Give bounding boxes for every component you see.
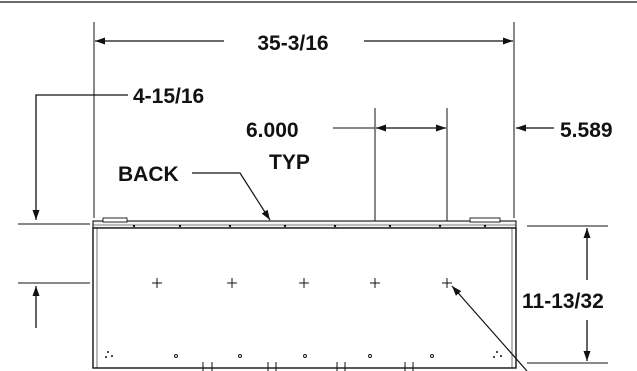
main-box <box>92 227 517 369</box>
left-tab <box>102 217 128 223</box>
back-label: BACK <box>118 163 179 186</box>
overall-width-dimension: 35-3/16 <box>93 22 515 218</box>
crosshair-marker <box>442 278 452 288</box>
crosshair-markers <box>152 278 452 288</box>
back-offset-label: 4-15/16 <box>133 85 204 108</box>
back-offset-dimension: 4-15/16 <box>18 85 204 328</box>
back-leader <box>192 172 271 221</box>
bottom-right-leader <box>451 285 528 371</box>
right-tab <box>469 217 501 223</box>
height-label: 11-13/32 <box>522 290 604 313</box>
spacing-label: 6.000 <box>246 119 299 142</box>
overall-width-label: 35-3/16 <box>257 32 328 55</box>
height-dimension: 11-13/32 <box>522 225 608 364</box>
bottom-holes <box>174 354 434 358</box>
crosshair-marker <box>152 278 162 288</box>
crosshair-marker <box>227 278 237 288</box>
crosshair-marker <box>299 278 309 288</box>
right-offset-label: 5.589 <box>560 119 613 142</box>
top-rail-fasteners <box>132 224 487 228</box>
back-offset-leader <box>32 94 128 220</box>
spacing-dimension: 6.000 TYP <box>246 108 448 238</box>
spacing-note: TYP <box>269 151 310 174</box>
back-callout: BACK <box>118 163 271 221</box>
crosshair-marker <box>370 278 380 288</box>
unit-body <box>92 217 528 371</box>
top-rail <box>92 220 517 229</box>
bottom-legs <box>202 362 414 371</box>
corner-dots <box>105 351 502 358</box>
right-offset-dimension: 5.589 <box>516 119 613 142</box>
